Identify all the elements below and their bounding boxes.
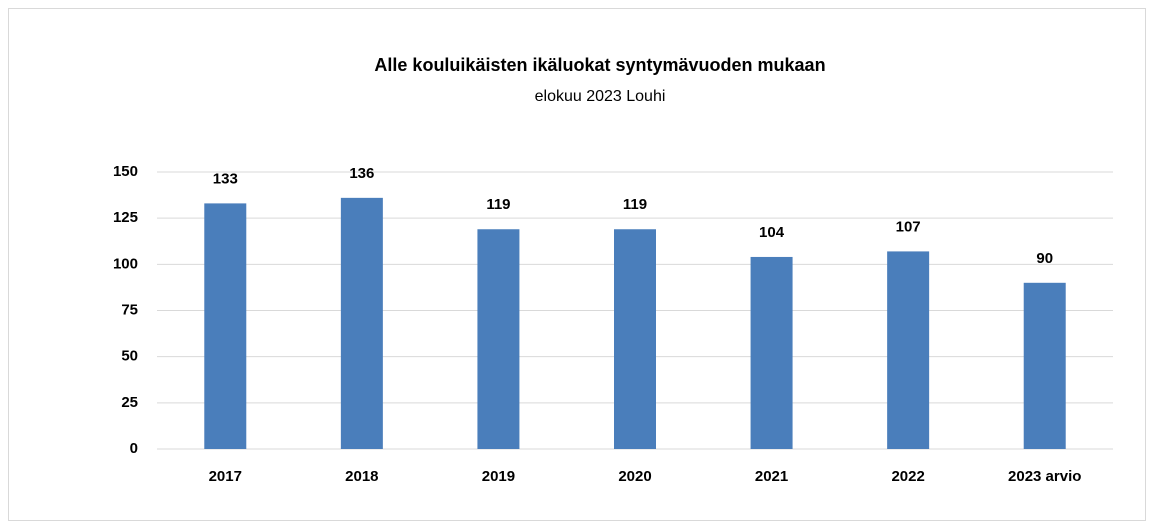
y-tick-label: 150 [113,163,138,180]
x-tick-label: 2022 [891,468,924,485]
x-tick-label: 2023 arvio [1008,468,1081,485]
bar [340,197,383,449]
bar [477,229,520,449]
y-tick-label: 100 [113,255,138,272]
x-tick-label: 2018 [345,468,378,485]
bar [204,203,247,449]
bar [1023,282,1066,449]
y-tick-label: 25 [121,394,138,411]
x-tick-label: 2021 [755,468,788,485]
data-label: 119 [623,196,647,213]
x-tick-label: 2019 [482,468,515,485]
y-tick-label: 0 [130,440,138,457]
chart-title: Alle kouluikäisten ikäluokat syntymävuod… [374,55,825,75]
data-label: 133 [213,170,238,187]
bar [750,256,793,449]
x-tick-label: 2017 [209,468,242,485]
y-tick-label: 50 [121,348,138,365]
y-tick-label: 125 [113,209,138,226]
data-label: 136 [349,165,374,182]
x-tick-label: 2020 [618,468,651,485]
y-tick-label: 75 [121,301,138,318]
chart-subtitle: elokuu 2023 Louhi [535,88,666,105]
data-label: 107 [896,218,921,235]
data-label: 104 [759,224,785,241]
bar [887,251,930,449]
data-label: 90 [1036,250,1053,267]
data-label: 119 [486,196,510,213]
bar [614,229,656,449]
